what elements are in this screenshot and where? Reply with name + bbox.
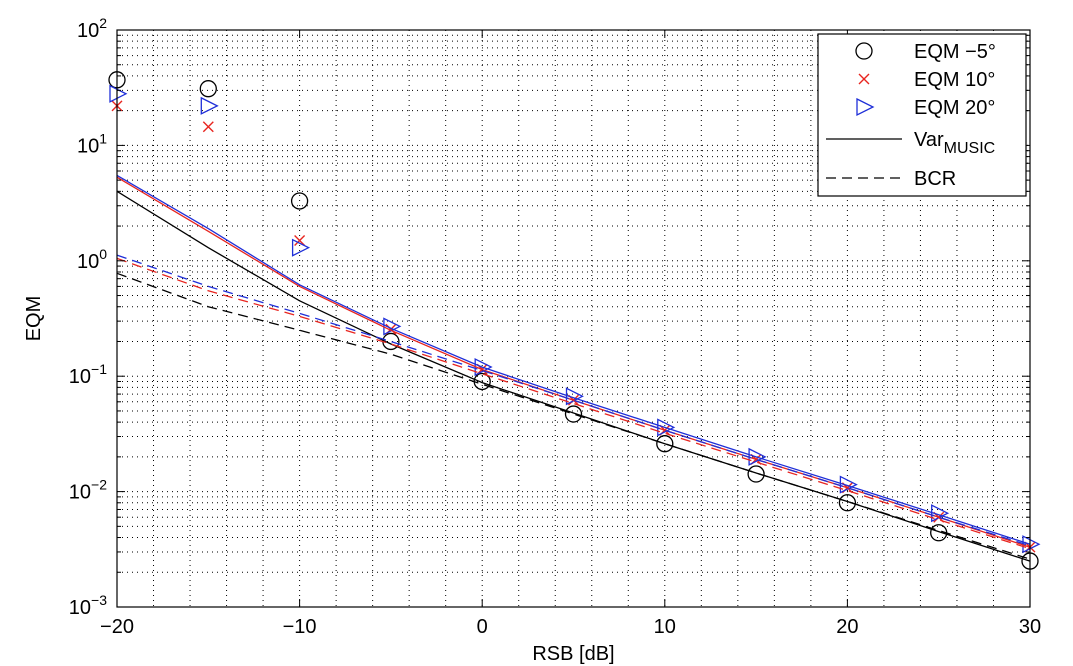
series-5 (116, 174, 1031, 545)
y-tick-label: 102 (77, 15, 107, 42)
data-point (656, 435, 674, 453)
series-line (116, 272, 1031, 560)
x-tick-label: −10 (283, 616, 317, 638)
legend-box (817, 33, 1027, 197)
legend-label: VarMUSIC (914, 129, 995, 157)
plot-area-frame (116, 29, 1031, 608)
data-point (291, 238, 311, 257)
y-tick-label: 100 (77, 246, 107, 273)
data-point (294, 234, 306, 246)
series-6 (116, 272, 1031, 560)
data-point (200, 96, 219, 115)
series-4 (116, 176, 1031, 548)
x-axis-title: RSB [dB] (532, 643, 614, 665)
y-tick-label: 10−3 (69, 592, 107, 619)
x-tick-label: −20 (100, 616, 134, 638)
series-line (116, 174, 1031, 545)
data-point (1022, 535, 1041, 554)
y-tick-label: 10−2 (69, 477, 107, 504)
legend-label: EQM 10° (914, 69, 995, 91)
x-tick-labels: −20 −10 0 10 20 30 (100, 616, 1041, 638)
legend-marker (856, 97, 875, 117)
data-point (564, 405, 583, 423)
series-line (116, 176, 1031, 548)
series-7 (116, 257, 1031, 550)
x-tick-label: 0 (477, 616, 488, 638)
data-point (290, 192, 309, 210)
x-tick-label: 30 (1019, 616, 1041, 638)
data-point (838, 494, 857, 512)
legend-marker (858, 73, 870, 85)
y-tick-labels: 102 101 100 10−1 10−2 10−3 (69, 15, 107, 619)
legend: EQM −5° EQM 10° EQM 20° VarMUSIC BCR (817, 33, 1027, 197)
series-line (116, 257, 1031, 550)
data-point (199, 80, 217, 98)
legend-marker (855, 42, 873, 60)
series-group (108, 71, 1041, 570)
legend-label: BCR (914, 168, 956, 190)
data-point (747, 465, 765, 483)
y-axis-title: EQM (23, 296, 45, 342)
y-tick-label: 10−1 (69, 361, 107, 388)
series-0 (108, 71, 1039, 570)
x-tick-label: 20 (836, 616, 858, 638)
x-tick-label: 10 (654, 616, 676, 638)
y-tick-label: 101 (77, 130, 107, 157)
series-line (116, 190, 1031, 562)
legend-label: EQM 20° (914, 97, 995, 119)
axis-ticks (116, 29, 1031, 608)
data-point (202, 121, 214, 133)
data-point (109, 84, 128, 103)
legend-label: EQM −5° (914, 41, 996, 63)
series-3 (116, 190, 1031, 562)
